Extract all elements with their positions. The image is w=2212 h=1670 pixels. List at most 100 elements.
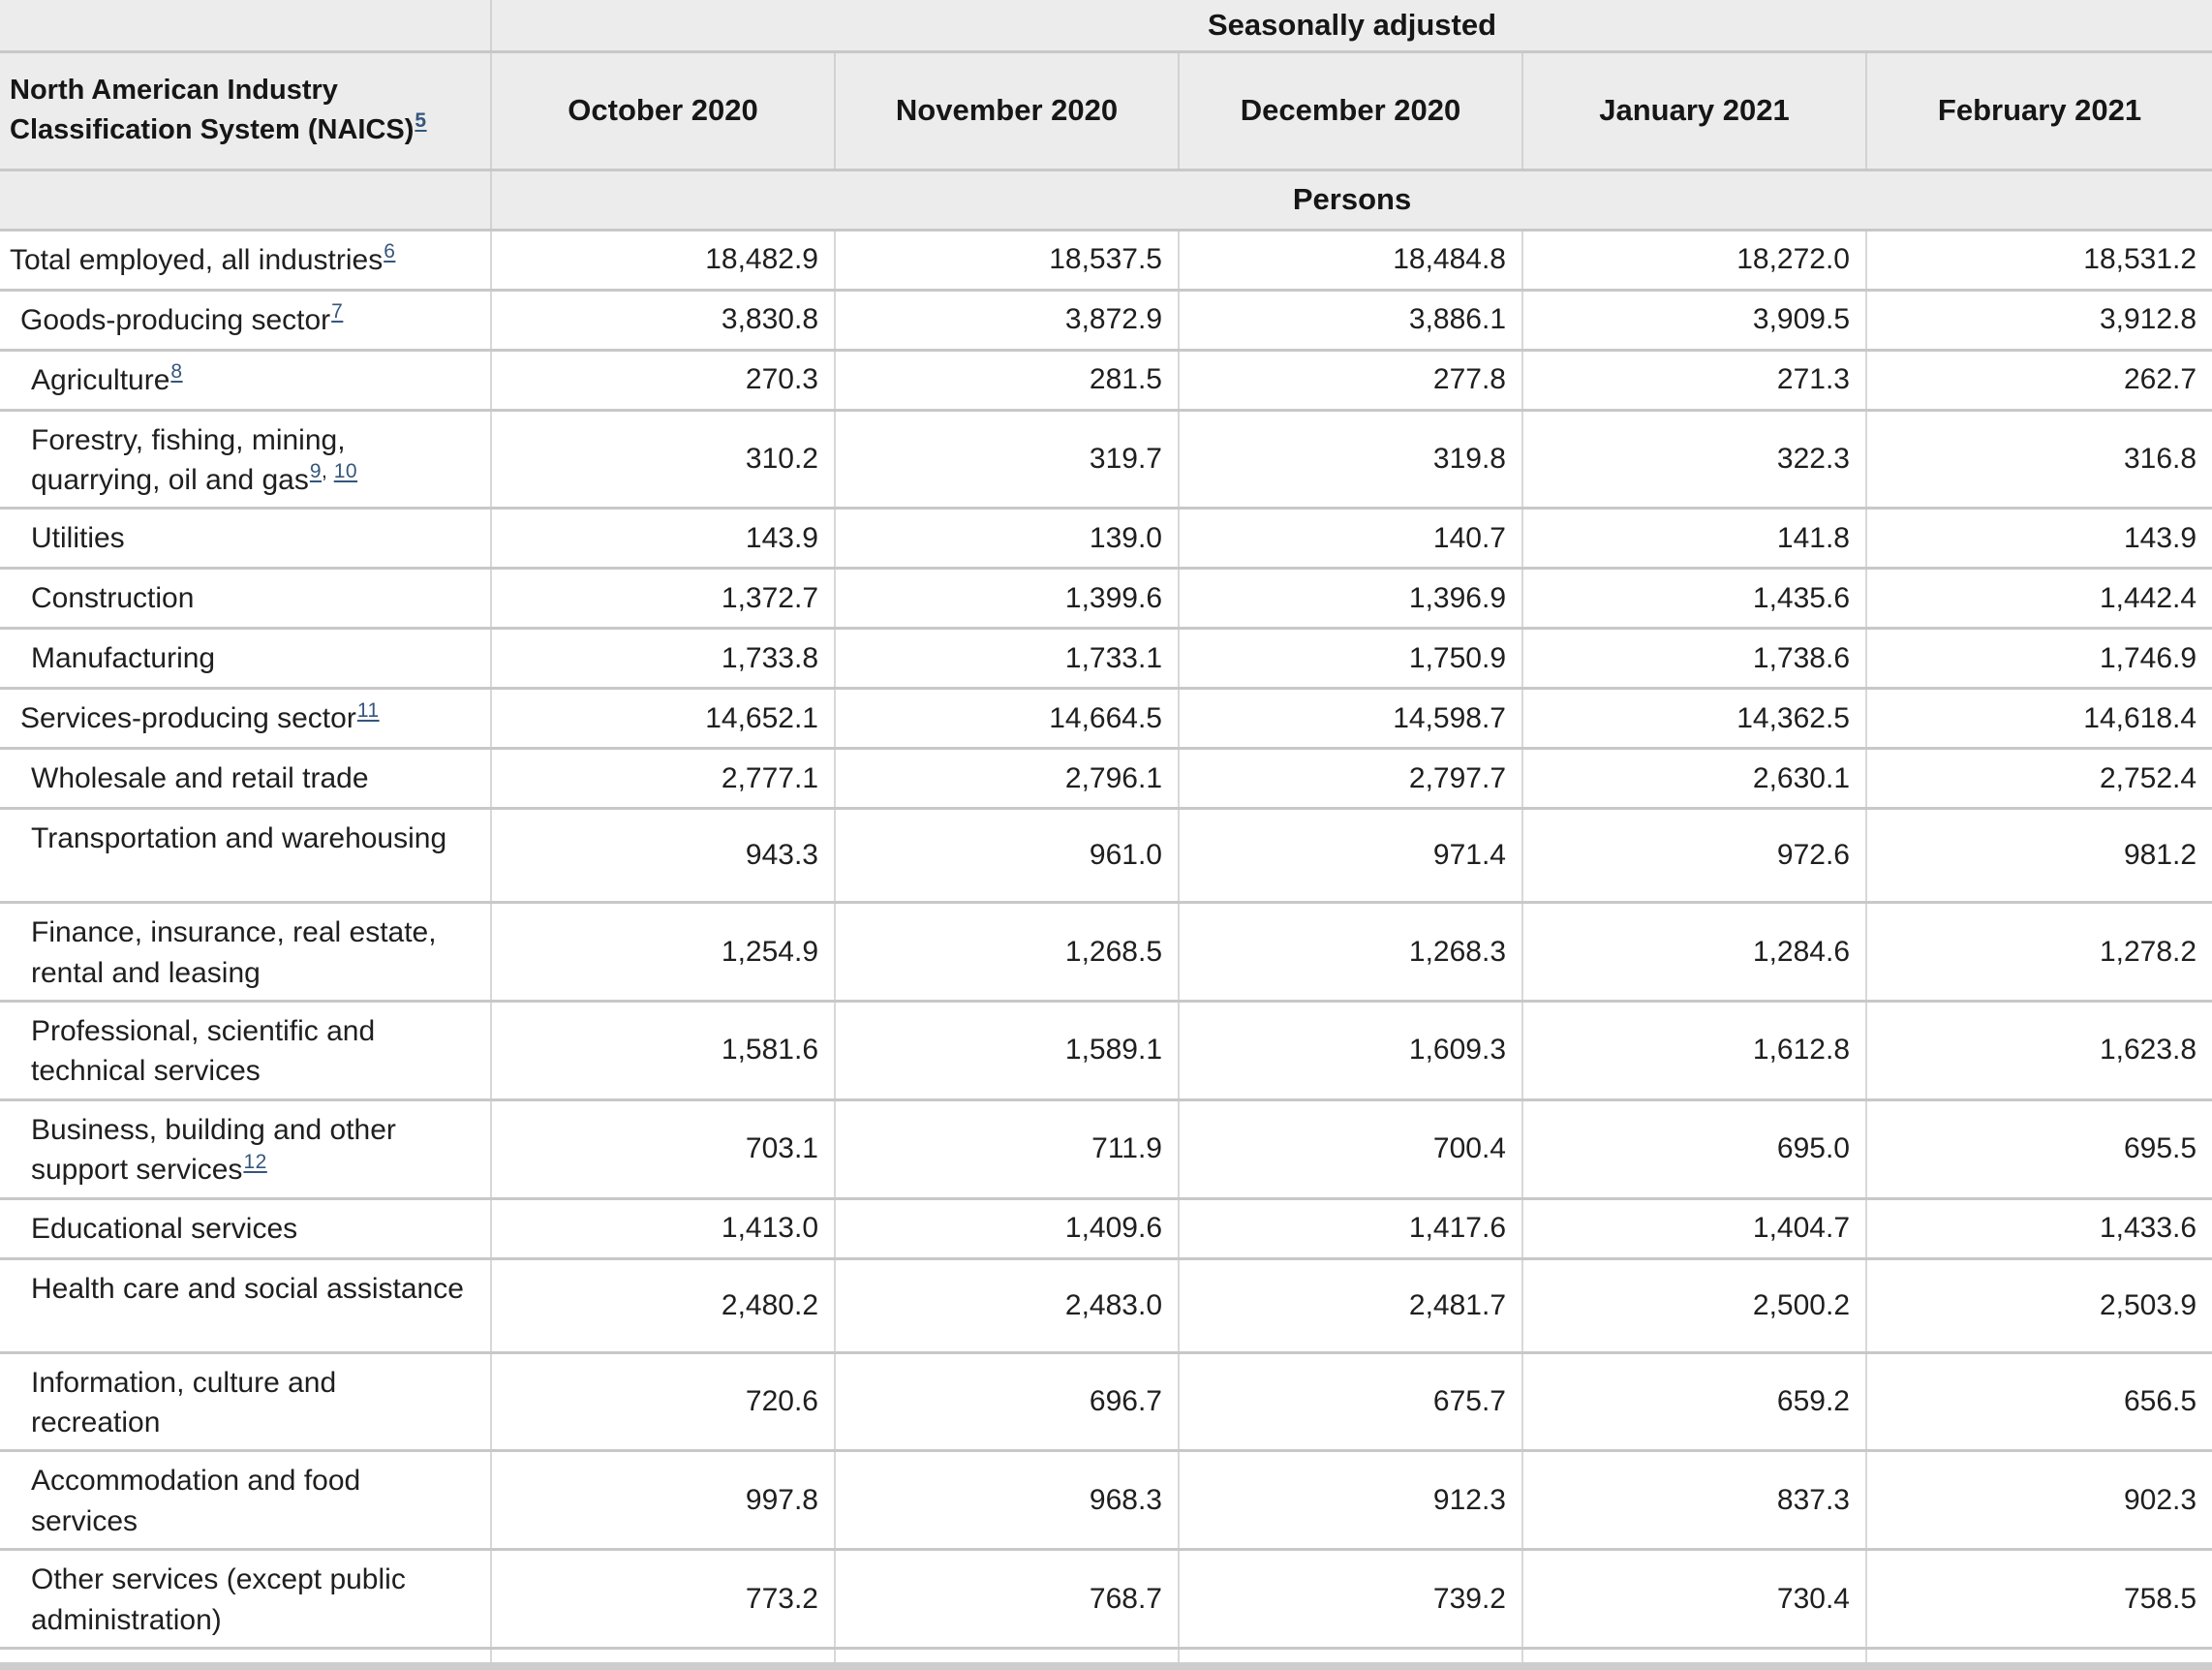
cell-value: 700.4 (1178, 1099, 1522, 1200)
cell-value: 1,581.6 (490, 1001, 835, 1101)
cell-value: 141.8 (1521, 508, 1866, 571)
row-label: Services-producing sector11 (20, 698, 380, 735)
cell-value: 271.3 (1521, 350, 1866, 412)
naics-header-label: North American Industry Classification S… (10, 74, 415, 145)
cell-value: 14,598.7 (1178, 688, 1522, 751)
row-label: Agriculture8 (31, 359, 183, 396)
row-label: Transportation and warehousing (31, 822, 447, 855)
cell-value: 2,777.1 (490, 748, 835, 811)
cell-value: 18,272.0 (1521, 230, 1866, 292)
table-row: Educational services 1,413.0 1,409.6 1,417.… (0, 1198, 2212, 1260)
row-label: Forestry, fishing, mining, quarrying, oi… (31, 423, 358, 496)
cell-value: 14,664.5 (834, 688, 1179, 751)
cell-value: 972.6 (1521, 808, 1866, 905)
row-label: Accommodation and food services (31, 1465, 361, 1537)
cell-value: 2,503.9 (1864, 1258, 2212, 1354)
cell-value: 1,589.1 (834, 1001, 1179, 1101)
header-row-months: North American Industry Classification S… (0, 51, 2212, 171)
footnote-link[interactable]: 5 (415, 109, 427, 133)
cell-value: 997.8 (490, 1450, 835, 1552)
footnote-refs: 7 (331, 300, 343, 323)
row-label: Health care and social assistance (31, 1272, 464, 1305)
cell-value: 1,372.7 (490, 568, 835, 631)
month-column-header-october-2020: October 2020 (490, 51, 835, 171)
cell-value: 696.7 (834, 1352, 1179, 1453)
cell-value: 277.8 (1178, 350, 1522, 412)
cell-value: 768.7 (834, 1549, 1179, 1650)
table-row: Forestry, fishing, mining, quarrying, oi… (0, 410, 2212, 510)
footnote-link[interactable]: 6 (384, 239, 396, 263)
cell-value: 758.5 (1864, 1549, 2212, 1650)
cell-value: 730.4 (1521, 1549, 1866, 1650)
row-label-cell: Forestry, fishing, mining, quarrying, oi… (0, 410, 491, 510)
cell-value: 3,872.9 (834, 290, 1179, 352)
cell-value: 1,396.9 (1178, 568, 1522, 631)
cell-value: 837.3 (1521, 1450, 1866, 1552)
footnote-link[interactable]: 11 (356, 698, 380, 722)
cell-value: 720.6 (490, 1352, 835, 1453)
footnote-link[interactable]: 10 (333, 460, 358, 483)
cell-value: 1,750.9 (1178, 628, 1522, 691)
cell-value: 695.5 (1864, 1099, 2212, 1200)
cell-value: 262.7 (1864, 350, 2212, 412)
footnote-link[interactable]: 9 (309, 460, 323, 483)
cell-value: 143.9 (1864, 508, 2212, 571)
cell-value: 2,483.0 (834, 1258, 1179, 1354)
cell-value: 1,417.6 (1178, 1198, 1522, 1260)
cell-value: 1,268.5 (834, 902, 1179, 1004)
footnote-refs: 9, 10 (310, 460, 357, 482)
cell-value: 902.3 (1864, 1450, 2212, 1552)
table-row: Agriculture8 270.3 281.5 277.8 271.3 262.7 (0, 350, 2212, 412)
cell-value: 14,618.4 (1864, 688, 2212, 751)
footnote-link[interactable]: 7 (331, 299, 344, 323)
cell-value: 14,362.5 (1521, 688, 1866, 751)
month-column-header-february-2021: February 2021 (1864, 51, 2212, 171)
cell-value: 659.2 (1521, 1352, 1866, 1453)
cell-value: 1,254.9 (490, 902, 835, 1004)
persons-unit-header: Persons (489, 170, 2212, 232)
cell-value: 319.8 (1178, 410, 1522, 510)
cell-value: 3,912.8 (1864, 290, 2212, 352)
row-label: Manufacturing (31, 642, 216, 675)
table-row: Manufacturing 1,733.8 1,733.1 1,750.9 1,738.… (0, 628, 2212, 691)
table-row: Other services (except public administra… (0, 1549, 2212, 1650)
table-row: Finance, insurance, real estate, rental … (0, 902, 2212, 1004)
cell-value: 143.9 (490, 508, 835, 571)
row-label-cell: Services-producing sector11 (0, 688, 491, 751)
cell-value: 711.9 (834, 1099, 1179, 1200)
row-label-cell: Transportation and warehousing (0, 808, 491, 905)
cell-value: 2,797.7 (1178, 748, 1522, 811)
table-row: Health care and social assistance 2,480.2… (0, 1258, 2212, 1354)
footnote-link[interactable]: 12 (243, 1150, 267, 1173)
row-label: Finance, insurance, real estate, rental … (31, 916, 437, 989)
header-row-adjustment: Seasonally adjusted (0, 0, 2212, 53)
cell-value: 943.3 (490, 808, 835, 905)
cell-value: 1,612.8 (1521, 1001, 1866, 1101)
cell-value: 1,609.3 (1178, 1001, 1522, 1101)
cell-value: 968.3 (834, 1450, 1179, 1552)
seasonally-adjusted-header: Seasonally adjusted (489, 0, 2212, 53)
row-label-cell: Educational services (0, 1198, 491, 1260)
row-label: Information, culture and recreation (31, 1366, 337, 1439)
footnote-refs: 5 (415, 109, 426, 132)
cell-value: 1,268.3 (1178, 902, 1522, 1004)
cell-value: 656.5 (1864, 1352, 2212, 1453)
cell-value: 2,500.2 (1521, 1258, 1866, 1354)
table-row: Total employed, all industries6 18,482.9 1… (0, 230, 2212, 292)
row-label: Business, building and other support ser… (31, 1113, 396, 1187)
cell-value: 316.8 (1864, 410, 2212, 510)
footnote-link[interactable]: 8 (170, 359, 183, 383)
row-label-cell: Agriculture8 (0, 350, 491, 412)
footnote-refs: 11 (357, 699, 380, 722)
footnote-separator: , (322, 460, 334, 483)
cell-value: 1,278.2 (1864, 902, 2212, 1004)
cell-value: 912.3 (1178, 1450, 1522, 1552)
cell-value: 2,481.7 (1178, 1258, 1522, 1354)
cell-value: 961.0 (834, 808, 1179, 905)
footnote-refs: 6 (384, 240, 395, 263)
naics-column-header: North American Industry Classification S… (0, 51, 491, 171)
row-label: Other services (except public administra… (31, 1563, 406, 1636)
table-bottom-edge (0, 1662, 2212, 1670)
month-column-header-december-2020: December 2020 (1178, 51, 1522, 171)
cell-value: 1,435.6 (1521, 568, 1866, 631)
